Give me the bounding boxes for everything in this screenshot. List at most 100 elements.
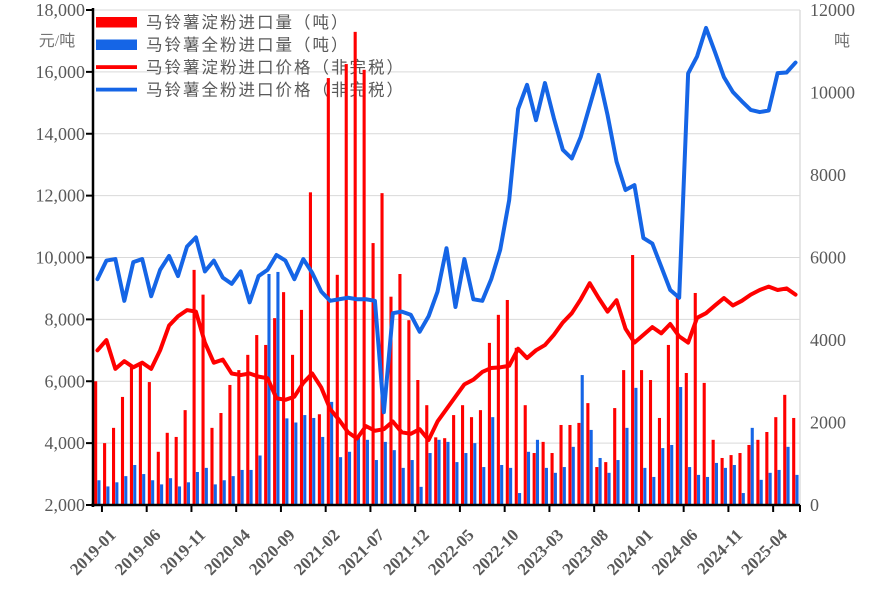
flour-volume-bar (705, 476, 710, 505)
flour-volume-bar (652, 476, 656, 505)
legend-label-flour-volume: 马铃薯全粉进口量（吨） (146, 36, 350, 55)
right-axis-unit-label: 吨 (834, 32, 850, 50)
flour-volume-bar (670, 444, 674, 505)
starch-volume-bar (675, 294, 679, 506)
flour-volume-bar (258, 455, 262, 505)
starch-volume-bar (129, 365, 133, 505)
lines-layer (95, 25, 798, 443)
flour-volume-bar (607, 472, 611, 505)
starch-volume-bar (103, 443, 107, 506)
right-axis-tick-label: 10000 (810, 83, 855, 103)
flour-volume-bar (401, 467, 405, 506)
starch-volume-bar (738, 453, 742, 505)
starch-volume-bar (183, 410, 187, 506)
flour-volume-bar (133, 464, 137, 505)
flour-volume-bar (580, 375, 584, 505)
starch-volume-bar (666, 344, 670, 505)
flour-volume-bar (160, 484, 164, 506)
starch-volume-bar (174, 436, 178, 505)
flour-volume-bar (356, 436, 361, 505)
starch-price-line (95, 281, 798, 443)
flour-volume-bar (106, 486, 110, 505)
left-axis-tick-label: 8,000 (45, 309, 86, 329)
flour-volume-bar (410, 460, 414, 505)
starch-volume-bar (693, 292, 697, 505)
x-axis-tick-label: 2021-07 (335, 525, 389, 579)
flour-volume-bar (392, 450, 396, 505)
flour-volume-bar (222, 480, 226, 505)
x-axis-tick-label: 2024-01 (603, 525, 657, 579)
starch-volume-bar (317, 414, 321, 505)
flour-volume-bar (142, 474, 146, 505)
flour-volume-bar (168, 478, 173, 505)
flour-volume-bar (267, 274, 271, 505)
starch-volume-bar (138, 363, 142, 505)
flour-volume-bar (482, 467, 486, 505)
starch-volume-bar (559, 424, 563, 505)
legend-label-starch-price: 马铃薯淀粉进口价格（非完税） (146, 58, 405, 77)
right-axis-tick-label: 0 (810, 495, 819, 515)
x-axis-tick-label: 2023-08 (558, 525, 612, 579)
flour-volume-bar (213, 484, 217, 506)
flour-volume-bar (625, 427, 629, 505)
left-axis-tick-label: 4,000 (45, 433, 86, 453)
flour-volume-bar (97, 480, 101, 505)
flour-volume-bar (589, 429, 593, 505)
starch-volume-bar (648, 380, 653, 505)
starch-volume-bar (94, 381, 98, 505)
flour-volume-bar (464, 453, 468, 505)
right-axis-tick-label: 2000 (810, 413, 846, 433)
flour-volume-bar (204, 467, 208, 506)
flour-volume-bar (294, 422, 298, 505)
starch-volume-bar (416, 380, 420, 505)
flour-volume-bar (365, 439, 369, 505)
starch-volume-bar (389, 296, 393, 505)
flour-volume-bar (195, 472, 199, 505)
starch-volume-bar (434, 437, 438, 505)
starch-volume-bar (398, 274, 402, 505)
x-axis-tick-label: 2024-11 (693, 525, 746, 578)
flour-volume-bar (786, 446, 790, 505)
flour-volume-bar (330, 401, 334, 506)
starch-volume-bar (290, 354, 295, 505)
starch-volume-bar (622, 370, 626, 505)
flour-volume-bar (374, 460, 378, 505)
x-axis-tick-label: 2019-06 (111, 525, 165, 579)
left-axis-tick-label: 18,000 (36, 0, 86, 20)
starch-volume-bar (147, 382, 151, 505)
legend-swatch-flour-price (96, 87, 137, 92)
flour-volume-bar (455, 462, 459, 505)
flour-volume-bar (714, 462, 719, 505)
flour-volume-bar (509, 467, 513, 506)
starch-volume-bar (326, 78, 330, 505)
starch-volume-bar (210, 427, 214, 505)
flour-volume-bar (500, 464, 504, 505)
flour-volume-bar (347, 451, 352, 505)
x-axis-tick-label: 2022-10 (469, 525, 523, 579)
starch-volume-bar (532, 453, 536, 505)
flour-volume-bar (795, 474, 799, 505)
legend-label-starch-volume: 马铃薯淀粉进口量（吨） (146, 13, 350, 32)
flour-volume-bar (240, 469, 244, 505)
starch-volume-bar (756, 439, 760, 505)
flour-volume-bar (115, 482, 119, 505)
x-axis-tick-label: 2022-05 (424, 525, 478, 579)
flour-volume-bar (688, 467, 692, 505)
starch-volume-bar (586, 403, 590, 505)
starch-volume-bar (711, 439, 715, 505)
starch-volume-bar (640, 370, 644, 505)
starch-volume-bar (550, 453, 554, 505)
starch-volume-bar (783, 394, 787, 505)
starch-volume-bar (568, 424, 572, 505)
starch-volume-bar (461, 405, 465, 505)
flour-volume-bar (186, 482, 190, 505)
flour-volume-bar (383, 441, 387, 505)
starch-volume-bar (219, 413, 223, 505)
left-axis-tick-label: 14,000 (36, 124, 86, 144)
starch-volume-bar (335, 274, 339, 505)
starch-volume-bar (228, 384, 232, 505)
x-axis-tick-label: 2024-06 (648, 525, 702, 579)
x-axis-tick-label: 2021-12 (379, 525, 433, 579)
right-axis-tick-label: 12000 (810, 0, 855, 20)
